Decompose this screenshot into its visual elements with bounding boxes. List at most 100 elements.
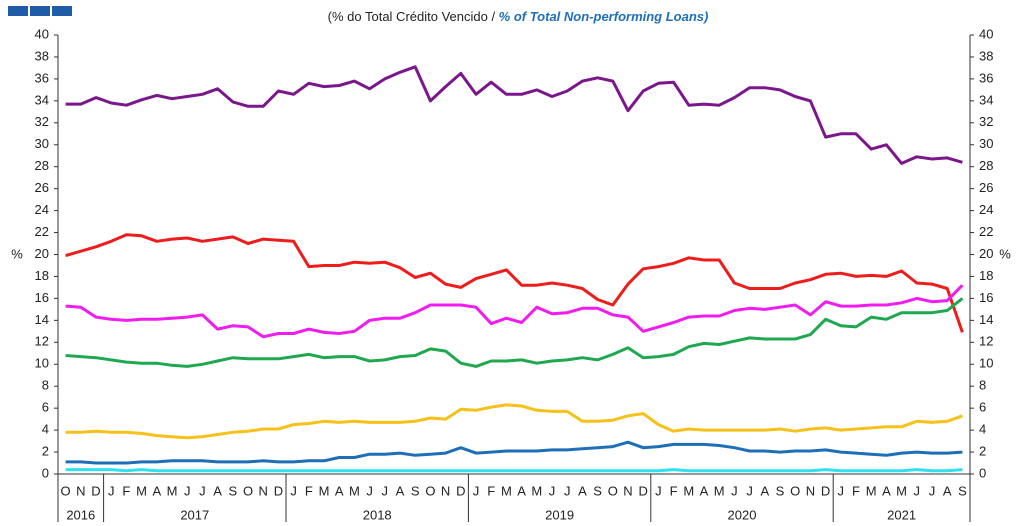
y-tick-label: 6 [42,400,49,415]
x-tick-label: F [122,483,130,498]
year-label: 2016 [66,507,95,522]
x-tick-label: J [549,483,556,498]
y-tick-label: 38 [35,48,49,63]
year-label: 2018 [363,507,392,522]
y-tick-label: 2 [42,443,49,458]
x-tick-label: A [396,483,405,498]
y-tick-label: 12 [35,334,49,349]
x-tick-label: N [259,483,268,498]
x-tick-label: O [608,483,618,498]
y-tick-label: 8 [42,378,49,393]
y2-tick-label: 6 [979,400,986,415]
x-tick-label: A [760,483,769,498]
year-label: 2017 [180,507,209,522]
x-tick-label: M [896,483,907,498]
y-tick-label: 0 [42,465,49,480]
x-tick-label: O [790,483,800,498]
x-tick-label: F [670,483,678,498]
y2-tick-label: 32 [979,114,993,129]
year-label: 2020 [728,507,757,522]
y-tick-label: 18 [35,268,49,283]
x-tick-label: M [319,483,330,498]
y2-tick-label: 34 [979,92,993,107]
title-pt: (% do Total Crédito Vencido / [328,9,499,24]
x-tick-label: J [290,483,297,498]
y2-tick-label: 0 [979,465,986,480]
x-tick-label: J [929,483,936,498]
y2-tick-label: 8 [979,378,986,393]
y2-tick-label: 36 [979,70,993,85]
title-en: % of Total Non-performing Loans) [499,9,709,24]
x-tick-label: D [91,483,100,498]
x-tick-label: A [335,483,344,498]
year-label: 2021 [887,507,916,522]
y2-tick-label: 28 [979,158,993,173]
y-tick-label: 20 [35,246,49,261]
x-tick-label: A [943,483,952,498]
x-tick-label: M [501,483,512,498]
x-tick-label: A [578,483,587,498]
x-tick-label: S [958,483,967,498]
x-tick-label: J [473,483,480,498]
x-tick-label: O [243,483,253,498]
x-tick-label: S [593,483,602,498]
x-tick-label: M [683,483,694,498]
series-line [65,468,963,473]
y2-tick-label: 24 [979,202,993,217]
x-tick-label: J [746,483,753,498]
x-tick-label: M [866,483,877,498]
y-tick-label: 34 [35,92,49,107]
x-tick-label: A [882,483,891,498]
y-tick-label: 14 [35,312,49,327]
x-tick-label: O [425,483,435,498]
series-line [65,403,963,440]
y-tick-label: 28 [35,158,49,173]
series-line [65,284,964,339]
y2-tick-label: 30 [979,136,993,151]
y-tick-label: 36 [35,70,49,85]
y-tick-label: 16 [35,290,49,305]
x-tick-label: O [61,483,71,498]
x-tick-label: D [274,483,283,498]
logo-block [52,6,72,16]
y2-tick-label: 26 [979,180,993,195]
x-tick-label: M [714,483,725,498]
y2-tick-label: 18 [979,268,993,283]
x-tick-label: J [184,483,191,498]
y-tick-label: 30 [35,136,49,151]
y-tick-label: 40 [35,26,49,41]
year-label: 2019 [545,507,574,522]
x-tick-label: J [108,483,115,498]
x-tick-label: D [821,483,830,498]
chart-title: (% do Total Crédito Vencido / % of Total… [328,9,709,24]
x-tick-label: J [731,483,738,498]
y-tick-label: 26 [35,180,49,195]
series-line [65,233,964,333]
y-tick-label: 10 [35,356,49,371]
y-axis-label: % [11,246,23,261]
y2-tick-label: 38 [979,48,993,63]
y-tick-label: 32 [35,114,49,129]
x-tick-label: D [639,483,648,498]
x-tick-label: J [382,483,389,498]
x-tick-label: F [487,483,495,498]
x-tick-label: S [776,483,785,498]
logo-block [30,6,50,16]
x-tick-label: F [852,483,860,498]
x-tick-label: N [441,483,450,498]
x-tick-label: A [517,483,526,498]
x-tick-label: A [700,483,709,498]
y-tick-label: 24 [35,202,49,217]
y2-tick-label: 22 [979,224,993,239]
y-tick-label: 22 [35,224,49,239]
x-tick-label: J [366,483,373,498]
logo-block [8,6,28,16]
series-line [65,440,963,465]
x-tick-label: A [152,483,161,498]
x-tick-label: J [838,483,845,498]
y-tick-label: 4 [42,422,49,437]
x-tick-label: N [76,483,85,498]
y2-tick-label: 12 [979,334,993,349]
y2-tick-label: 4 [979,422,986,437]
